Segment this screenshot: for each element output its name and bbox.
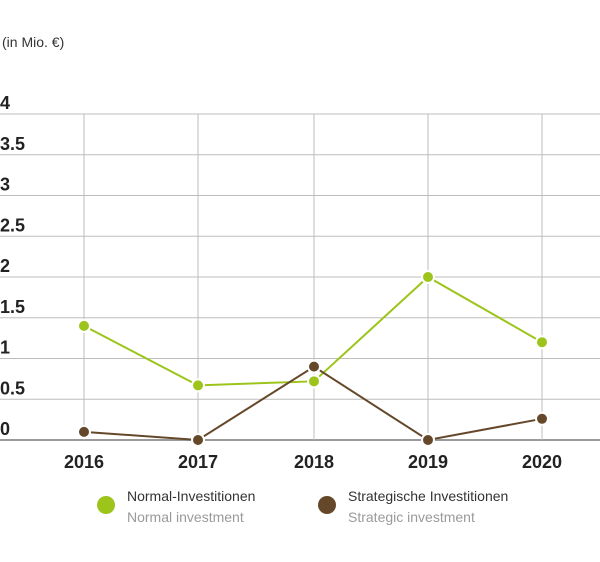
chart-grid xyxy=(0,113,600,441)
data-point-0-3 xyxy=(421,270,435,284)
legend-label-strategic: Strategische Investitionen xyxy=(348,488,509,504)
data-point-0-0 xyxy=(77,318,91,333)
legend-item-normal: Normal-Investitionen Normal investment xyxy=(97,486,255,528)
data-point-1-2 xyxy=(307,359,321,374)
y-tick-label: 1 xyxy=(0,338,10,358)
y-tick-label: 4 xyxy=(0,93,10,113)
data-point-0-2 xyxy=(307,374,321,389)
data-point-1-0 xyxy=(77,424,91,439)
x-tick-label: 2020 xyxy=(522,452,562,472)
y-tick-label: 2.5 xyxy=(0,215,25,235)
x-tick-label: 2019 xyxy=(408,452,448,472)
x-tick-label: 2018 xyxy=(294,452,334,472)
data-point-0-1 xyxy=(191,378,205,393)
y-tick-label: 1.5 xyxy=(0,297,25,317)
data-point-0-4 xyxy=(535,335,549,350)
x-tick-label: 2017 xyxy=(178,452,218,472)
legend-item-strategic: Strategische Investitionen Strategic inv… xyxy=(318,486,508,528)
y-axis-ticks: 0 0.5 1 1.5 2 2.5 3 3.5 4 xyxy=(0,93,25,439)
data-point-1-1 xyxy=(191,433,205,447)
y-tick-label: 0.5 xyxy=(0,378,25,398)
data-point-1-3 xyxy=(421,433,435,447)
y-tick-label: 3.5 xyxy=(0,134,25,154)
data-point-1-4 xyxy=(535,411,549,426)
legend-swatch-strategic xyxy=(318,496,336,514)
legend-sublabel-strategic: Strategic investment xyxy=(348,509,475,525)
unit-label: (in Mio. €) xyxy=(2,34,65,50)
y-tick-label: 2 xyxy=(0,256,10,276)
legend-label-normal: Normal-Investitionen xyxy=(127,488,256,504)
x-tick-label: 2016 xyxy=(64,452,104,472)
legend-sublabel-normal: Normal investment xyxy=(127,509,244,525)
y-tick-label: 0 xyxy=(0,419,10,439)
series-points xyxy=(77,270,549,447)
x-axis-ticks: 2016 2017 2018 2019 2020 xyxy=(64,452,562,472)
legend-swatch-normal xyxy=(97,496,115,514)
y-tick-label: 3 xyxy=(0,175,10,195)
